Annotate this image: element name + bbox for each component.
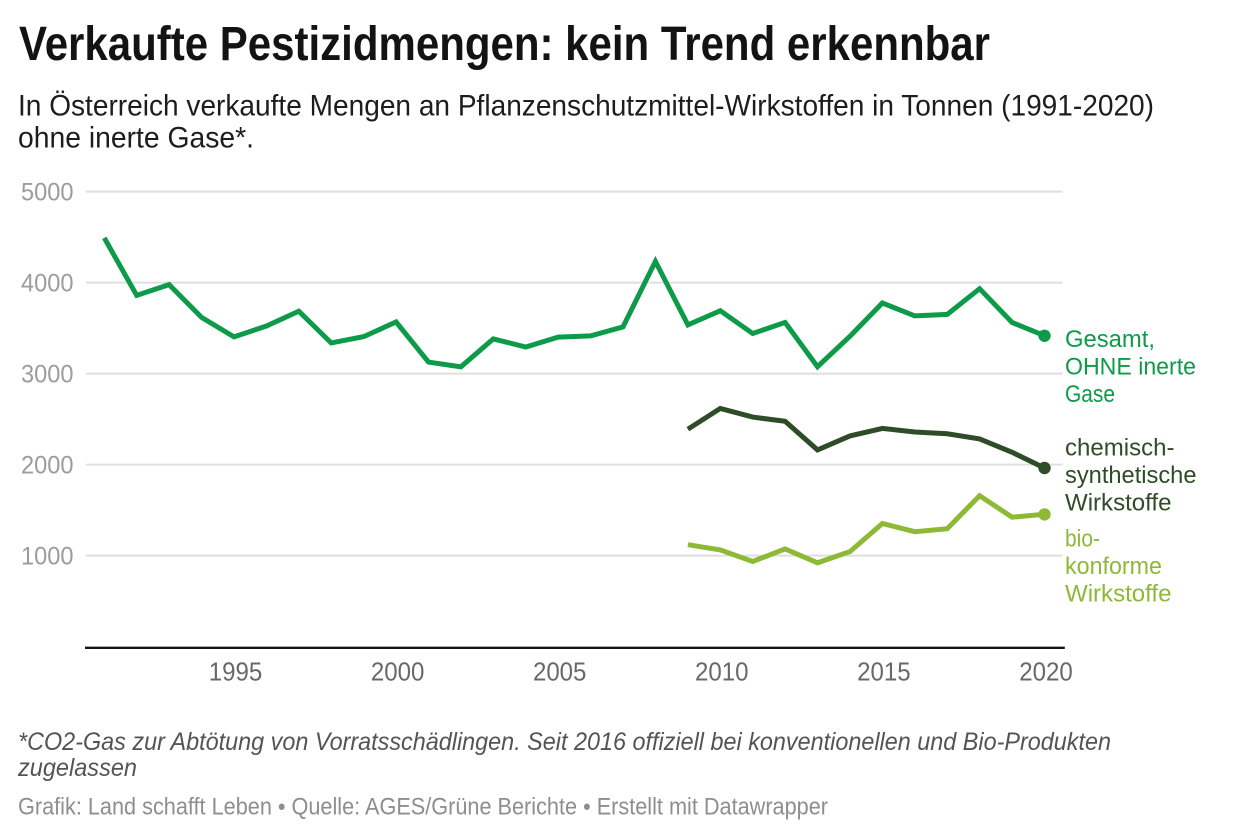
svg-text:OHNE inerte: OHNE inerte [1065, 354, 1196, 381]
svg-text:zugelassen: zugelassen [17, 754, 137, 782]
svg-text:Gesamt,: Gesamt, [1065, 326, 1155, 353]
svg-text:Grafik: Land schafft Leben • Q: Grafik: Land schafft Leben • Quelle: AGE… [18, 794, 828, 821]
svg-text:Verkaufte Pestizidmengen: kein: Verkaufte Pestizidmengen: kein Trend erk… [19, 18, 990, 71]
svg-text:4000: 4000 [21, 270, 74, 298]
svg-text:Wirkstoffe: Wirkstoffe [1065, 490, 1172, 517]
svg-text:1000: 1000 [21, 543, 74, 571]
svg-text:2015: 2015 [857, 657, 911, 687]
svg-text:1995: 1995 [209, 657, 263, 687]
svg-text:ohne inerte Gase*.: ohne inerte Gase*. [18, 121, 254, 154]
svg-text:synthetische: synthetische [1065, 462, 1197, 489]
svg-text:3000: 3000 [21, 361, 74, 389]
svg-text:chemisch-: chemisch- [1065, 435, 1175, 462]
svg-text:konforme: konforme [1065, 553, 1162, 580]
svg-text:2000: 2000 [371, 657, 425, 687]
svg-text:Wirkstoffe: Wirkstoffe [1065, 580, 1172, 607]
svg-text:2000: 2000 [21, 452, 74, 480]
svg-text:5000: 5000 [21, 179, 74, 207]
svg-text:bio-: bio- [1065, 526, 1100, 553]
svg-text:2020: 2020 [1019, 657, 1073, 687]
svg-text:Gase: Gase [1065, 381, 1115, 408]
svg-text:2010: 2010 [695, 657, 749, 687]
svg-text:2005: 2005 [533, 657, 587, 687]
svg-text:*CO2-Gas zur Abtötung von Vorr: *CO2-Gas zur Abtötung von Vorratsschädli… [18, 728, 1111, 756]
svg-text:In Österreich verkaufte Mengen: In Österreich verkaufte Mengen an Pflanz… [18, 90, 1154, 123]
